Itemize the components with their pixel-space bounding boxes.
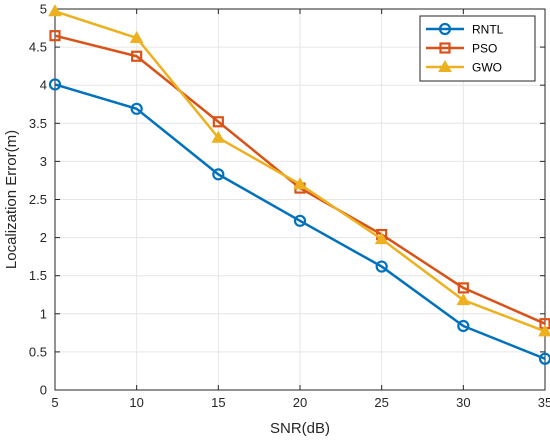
y-axis-label: Localization Error(m): [3, 130, 20, 269]
y-tick-label: 5: [40, 2, 47, 17]
legend-marker: [438, 59, 452, 72]
legend-label: RNTL: [472, 23, 504, 37]
data-point-rntl: [538, 352, 550, 365]
y-tick-label: 2.5: [29, 192, 47, 207]
data-point-gwo: [211, 130, 226, 143]
legend-marker: [438, 22, 452, 36]
y-tick-label: 1.5: [29, 268, 47, 283]
x-tick-label: 20: [293, 395, 307, 410]
data-point-gwo: [129, 30, 144, 43]
data-point-rntl: [130, 102, 143, 115]
x-tick-label: 30: [456, 395, 470, 410]
data-point-pso: [212, 116, 224, 128]
series-line-rntl: [54, 83, 546, 360]
axis-ticks: 5 10 15 20 25 30 35 0 0.5 1 1.5 2 2.5 3 3.5 4 4.5 5: [29, 2, 550, 411]
legend-label: GWO: [472, 61, 502, 75]
legend: RNTL PSO GWO: [419, 15, 536, 82]
data-point-rntl: [457, 319, 470, 333]
x-tick-label: 15: [211, 395, 225, 410]
x-tick-label: 25: [374, 395, 388, 410]
data-point-gwo: [48, 4, 62, 17]
series-gwo: [48, 4, 550, 337]
x-tick-label: 35: [538, 395, 550, 410]
y-tick-label: 0: [40, 383, 47, 398]
legend-entry-rntl: RNTL: [426, 23, 504, 37]
legend-entry-pso: PSO: [426, 42, 497, 56]
data-point-rntl: [293, 214, 307, 227]
y-tick-label: 2: [40, 230, 47, 245]
series-layer: [48, 4, 550, 365]
series-rntl: [48, 78, 550, 365]
y-tick-label: 3: [40, 154, 47, 169]
x-tick-label: 5: [51, 395, 58, 410]
data-point-rntl: [375, 260, 388, 273]
x-axis-label: SNR(dB): [270, 420, 330, 437]
data-point-gwo: [293, 177, 307, 190]
data-point-pso: [457, 282, 469, 294]
data-point-gwo: [374, 232, 389, 245]
x-tick-label: 10: [129, 395, 143, 410]
data-point-rntl: [212, 168, 225, 181]
y-tick-label: 4: [40, 78, 47, 93]
legend-label: PSO: [472, 42, 497, 56]
data-point-gwo: [456, 293, 471, 306]
y-tick-label: 0.5: [29, 344, 47, 359]
data-point-pso: [131, 50, 143, 62]
y-tick-label: 1: [40, 306, 47, 321]
y-tick-label: 3.5: [29, 116, 47, 131]
data-point-gwo: [538, 324, 550, 337]
y-tick-label: 4.5: [29, 40, 47, 55]
data-point-rntl: [48, 78, 62, 91]
data-point-pso: [49, 30, 61, 42]
legend-marker: [439, 42, 451, 54]
legend-entry-gwo: GWO: [426, 59, 502, 75]
